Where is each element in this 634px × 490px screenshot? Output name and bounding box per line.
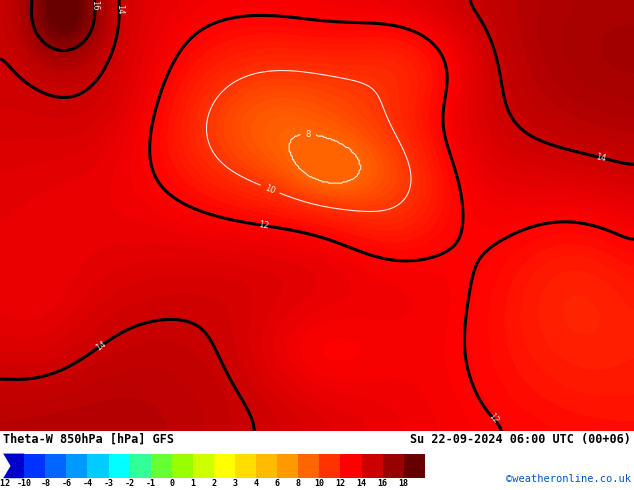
- Text: Su 22-09-2024 06:00 UTC (00+06): Su 22-09-2024 06:00 UTC (00+06): [410, 433, 631, 446]
- Text: 10: 10: [314, 479, 325, 489]
- Text: -10: -10: [16, 479, 32, 489]
- Bar: [172, 454, 193, 478]
- Text: 6: 6: [275, 479, 280, 489]
- Text: 8: 8: [306, 130, 311, 139]
- Bar: [256, 454, 277, 478]
- Text: -1: -1: [146, 479, 156, 489]
- Text: -4: -4: [82, 479, 93, 489]
- Text: 16: 16: [90, 0, 100, 10]
- Text: -3: -3: [103, 479, 113, 489]
- Bar: [383, 454, 404, 478]
- Text: 16: 16: [378, 479, 387, 489]
- Bar: [320, 454, 340, 478]
- Bar: [67, 454, 87, 478]
- Text: -8: -8: [41, 479, 50, 489]
- Text: 3: 3: [233, 479, 238, 489]
- Bar: [87, 454, 108, 478]
- Text: -12: -12: [0, 479, 11, 489]
- Text: 14: 14: [115, 3, 124, 14]
- Text: 4: 4: [254, 479, 259, 489]
- Text: 18: 18: [399, 479, 409, 489]
- Bar: [24, 454, 46, 478]
- Bar: [214, 454, 235, 478]
- Text: ©weatheronline.co.uk: ©weatheronline.co.uk: [506, 474, 631, 484]
- Text: 14: 14: [94, 339, 108, 353]
- Bar: [235, 454, 256, 478]
- Text: -2: -2: [125, 479, 134, 489]
- Bar: [361, 454, 383, 478]
- Polygon shape: [3, 454, 24, 478]
- Bar: [46, 454, 67, 478]
- Text: 12: 12: [486, 412, 500, 425]
- Bar: [193, 454, 214, 478]
- Text: 10: 10: [264, 183, 276, 196]
- Text: 8: 8: [296, 479, 301, 489]
- Text: 1: 1: [190, 479, 195, 489]
- Text: Theta-W 850hPa [hPa] GFS: Theta-W 850hPa [hPa] GFS: [3, 433, 174, 446]
- Text: 12: 12: [258, 220, 269, 231]
- Bar: [404, 454, 425, 478]
- Bar: [299, 454, 320, 478]
- Bar: [151, 454, 172, 478]
- Text: 0: 0: [169, 479, 174, 489]
- Text: 12: 12: [335, 479, 346, 489]
- Text: 14: 14: [595, 152, 607, 163]
- Text: 14: 14: [356, 479, 366, 489]
- Text: 2: 2: [212, 479, 216, 489]
- Bar: [340, 454, 361, 478]
- Bar: [108, 454, 130, 478]
- Bar: [130, 454, 151, 478]
- Bar: [277, 454, 299, 478]
- Text: -6: -6: [61, 479, 72, 489]
